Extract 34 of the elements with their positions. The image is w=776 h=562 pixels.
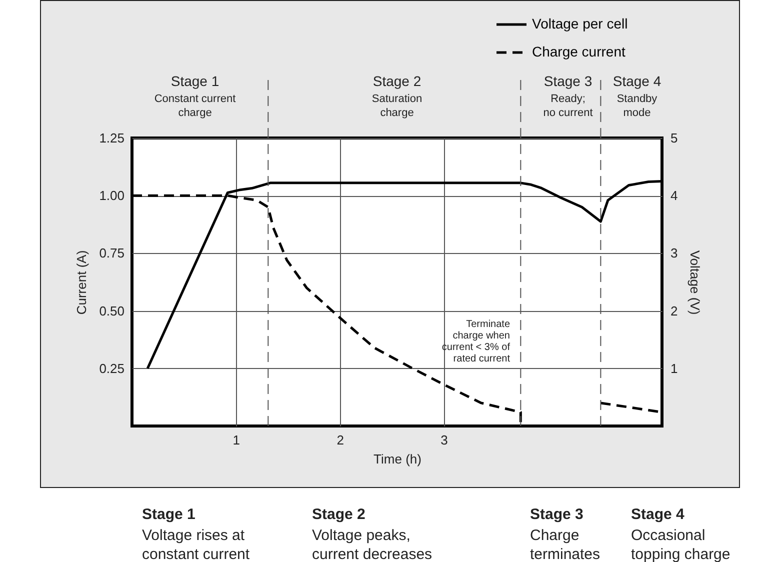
y-tick-label: 0.75	[99, 246, 124, 261]
text: Voltage rises at constant current	[142, 527, 250, 562]
y-tick-label: 1.00	[99, 188, 124, 204]
text: Charge terminates	[530, 527, 600, 562]
text: Stage 4	[631, 506, 686, 523]
x-tick-label: 3	[440, 432, 448, 448]
text: Stage 3	[530, 506, 584, 523]
y2-tick-label: 4	[670, 188, 678, 204]
legend-label: Voltage per cell	[532, 16, 628, 32]
legend-label: Charge current	[532, 44, 626, 60]
text: Voltage peaks, current decreases	[312, 527, 432, 562]
x-tick-label: 2	[336, 432, 344, 448]
text: Occasional topping charge	[631, 527, 730, 562]
text: Standby mode	[616, 93, 658, 119]
text: Constant current charge	[154, 93, 236, 119]
text: Stage 1	[142, 506, 196, 523]
text: Ready; no current	[543, 93, 593, 119]
y2-tick-label: 2	[670, 303, 678, 318]
y-tick-label: 0.50	[99, 303, 124, 318]
text: Stage 3	[544, 73, 592, 89]
y-tick-label: 1.25	[99, 130, 124, 146]
y2-tick-label: 3	[670, 246, 678, 261]
y2-axis-title: Voltage (V)	[688, 250, 703, 315]
text: Stage 4	[612, 73, 662, 89]
text: Stage 1	[170, 73, 220, 89]
text: Stage 2	[372, 73, 422, 89]
y2-tick-label: 1	[670, 360, 678, 376]
y2-tick-label: 5	[670, 130, 678, 146]
x-tick-label: 1	[232, 432, 240, 448]
y-tick-label: 0.25	[99, 360, 124, 376]
text: Saturation charge	[372, 93, 422, 119]
text: Stage 2	[312, 506, 366, 523]
x-axis-title: Time (h)	[374, 452, 422, 466]
y-axis-title: Current (A)	[74, 250, 90, 315]
